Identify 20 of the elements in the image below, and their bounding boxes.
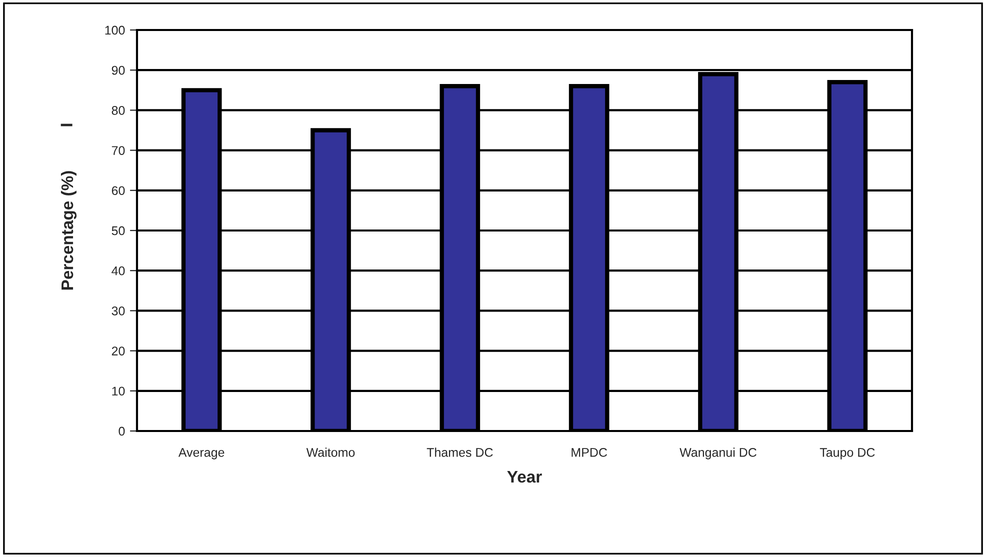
y-tick-label: 0 [118,426,125,436]
y-tick-label: 40 [112,266,125,276]
x-tick-label: Taupo DC [820,448,875,460]
x-axis-title: Year [507,471,542,483]
y-axis-title: Percentage (%) [60,171,77,290]
y-tick-label: 90 [112,66,125,75]
y-tick-label: 100 [105,26,125,35]
y-tick-label: 50 [112,226,125,236]
x-tick-label: Thames DC [426,448,493,457]
x-tick-label: Wanganui DC [680,448,756,460]
y-tick-label: 30 [112,306,125,316]
y-tick-label: 80 [112,106,125,115]
y-tick-label: 10 [112,386,125,396]
y-tick-label: 70 [112,146,125,155]
y-tick-label: 60 [112,186,125,196]
x-tick-label: Waitomo [306,448,355,457]
text: I [60,124,72,126]
y-tick-label: 20 [112,346,125,356]
x-tick-label: MPDC [572,448,608,457]
x-tick-label: Average [178,448,224,460]
